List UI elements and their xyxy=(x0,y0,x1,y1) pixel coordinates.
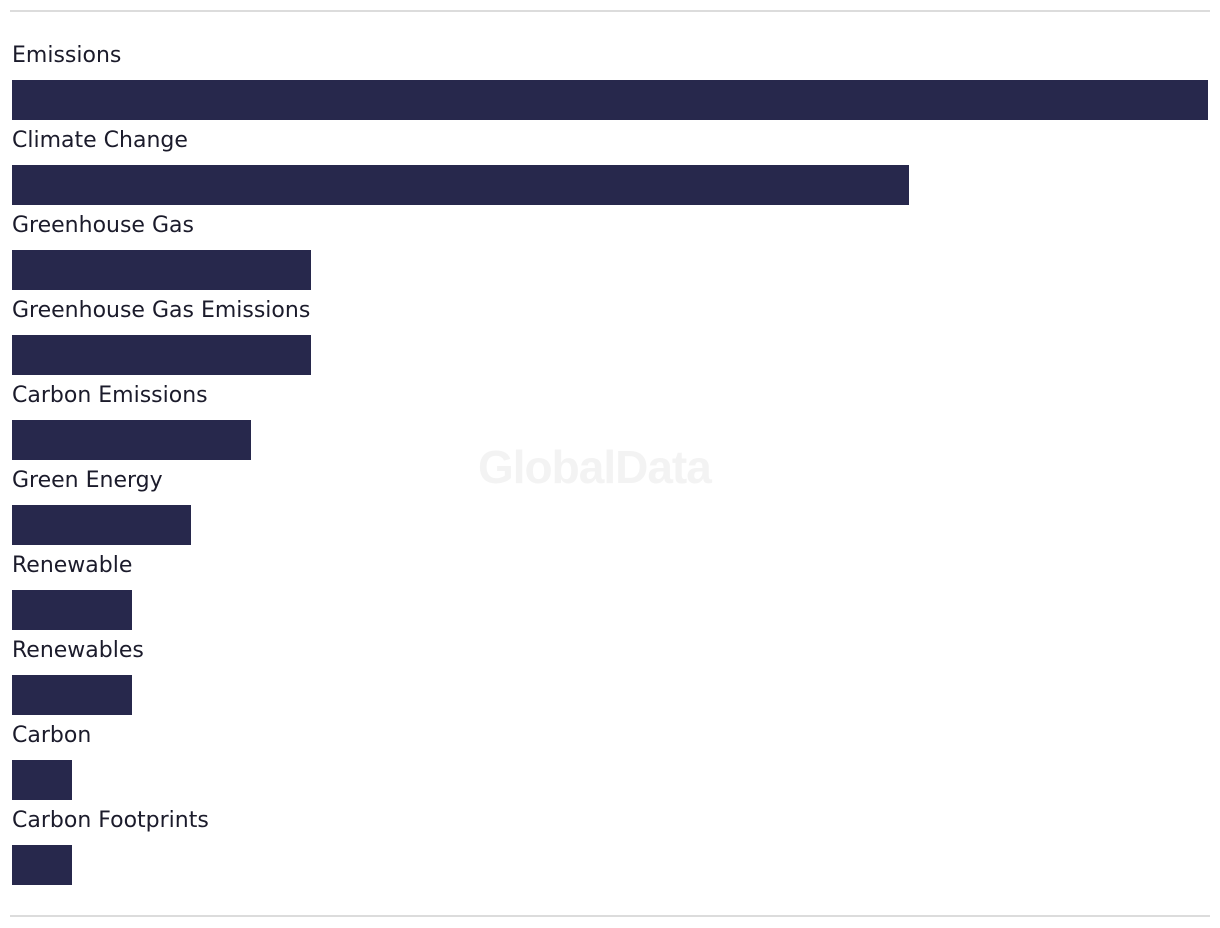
bar xyxy=(12,335,311,375)
top-divider xyxy=(10,10,1210,12)
bar-label: Emissions xyxy=(12,43,122,68)
bar-label: Carbon Footprints xyxy=(12,808,209,833)
bar xyxy=(12,505,191,545)
bar-label: Carbon Emissions xyxy=(12,383,208,408)
bar xyxy=(12,760,72,800)
bar xyxy=(12,675,132,715)
bar xyxy=(12,420,251,460)
bar xyxy=(12,845,72,885)
bar-label: Greenhouse Gas xyxy=(12,213,194,238)
bar-label: Greenhouse Gas Emissions xyxy=(12,298,311,323)
bar xyxy=(12,590,132,630)
bar xyxy=(12,80,1208,120)
watermark: GlobalData xyxy=(478,441,712,493)
bar-label: Carbon xyxy=(12,723,92,748)
bar xyxy=(12,250,311,290)
bottom-divider xyxy=(10,915,1210,917)
bar-label: Renewables xyxy=(12,638,144,663)
bar-label: Green Energy xyxy=(12,468,163,493)
bar-label: Climate Change xyxy=(12,128,188,153)
bar-label: Renewable xyxy=(12,553,133,578)
bar xyxy=(12,165,909,205)
